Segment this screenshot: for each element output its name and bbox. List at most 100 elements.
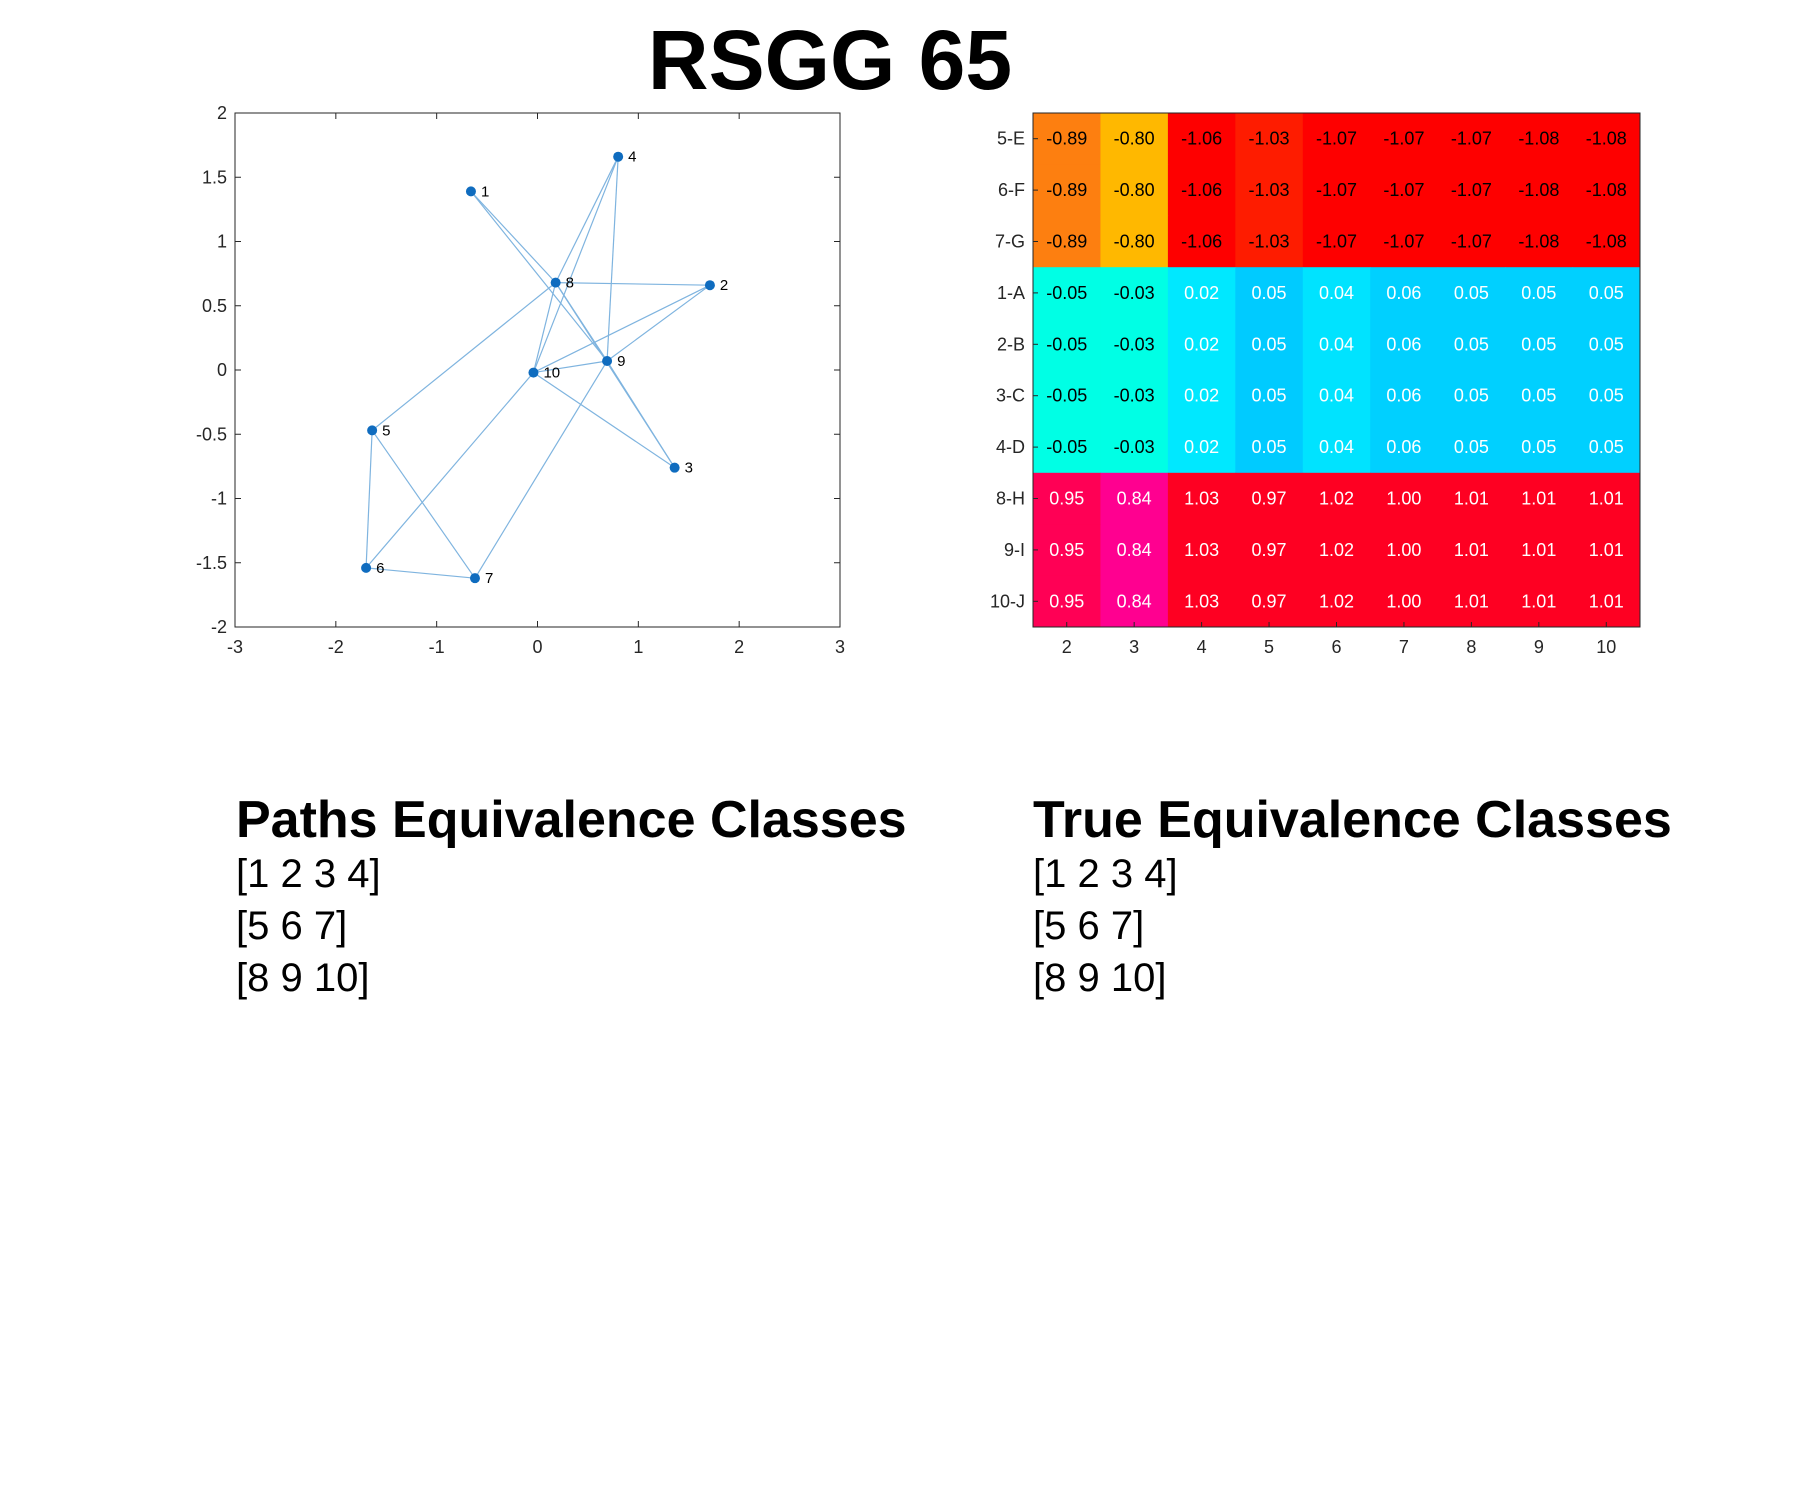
- heatmap-cell: [1437, 318, 1506, 371]
- y-tick-label: 1.5: [202, 167, 227, 187]
- heatmap-cell: [1167, 421, 1236, 474]
- heatmap-cell: [1302, 318, 1371, 371]
- heatmap-cell: [1437, 575, 1506, 628]
- heatmap-cell: [1033, 575, 1101, 628]
- cell-value: -1.03: [1249, 129, 1290, 149]
- cell-value: 1.01: [1521, 489, 1556, 509]
- heatmap-cell: [1235, 421, 1304, 474]
- list-item: [8 9 10]: [236, 956, 370, 1000]
- heatmap-cell: [1302, 164, 1371, 217]
- y-tick-label: 2: [217, 103, 227, 123]
- cell-value: -1.07: [1316, 129, 1357, 149]
- cell-value: 0.06: [1386, 334, 1421, 354]
- graph-node: [367, 425, 378, 436]
- cell-value: 0.95: [1049, 591, 1084, 611]
- cell-value: 1.00: [1386, 540, 1421, 560]
- x-tick-label: -3: [227, 637, 243, 657]
- cell-value: 1.01: [1589, 591, 1624, 611]
- heatmap-cell: [1235, 370, 1304, 422]
- list-item: [5 6 7]: [236, 904, 348, 948]
- heatmap-cell: [1033, 472, 1101, 525]
- heatmap-cell: [1505, 472, 1574, 525]
- true-classes-heading: True Equivalence Classes: [1033, 791, 1672, 849]
- graph-edge: [365, 430, 373, 568]
- cell-value: 1.03: [1184, 540, 1219, 560]
- heatmap-cell: [1572, 472, 1641, 525]
- cell-value: -1.08: [1518, 180, 1559, 200]
- heatmap-cell: [1572, 575, 1641, 628]
- cell-value: 0.97: [1252, 540, 1287, 560]
- x-tick-label: -2: [328, 637, 344, 657]
- cell-value: 0.05: [1454, 437, 1489, 457]
- heatmap-cell: [1235, 215, 1304, 268]
- x-tick-label: 4: [1197, 637, 1207, 657]
- heatmap-cell: [1033, 370, 1101, 422]
- graph-node: [602, 356, 613, 367]
- graph-edge: [606, 156, 619, 362]
- heatmap-cell: [1437, 370, 1506, 422]
- node-label: 7: [485, 570, 493, 587]
- cell-value: 0.05: [1252, 334, 1287, 354]
- node-label: 4: [628, 149, 636, 166]
- graph-node: [704, 280, 715, 291]
- y-tick-label: 4-D: [996, 437, 1025, 457]
- graph-edge: [533, 284, 711, 374]
- heatmap-cell: [1302, 267, 1371, 320]
- cell-value: -1.03: [1249, 180, 1290, 200]
- cell-value: 0.05: [1252, 283, 1287, 303]
- heatmap-cell: [1505, 524, 1574, 577]
- heatmap-cell: [1505, 267, 1574, 320]
- cell-value: -1.06: [1181, 232, 1222, 252]
- heatmap-cell: [1572, 524, 1641, 577]
- cell-value: -1.07: [1451, 232, 1492, 252]
- cell-value: 1.00: [1386, 591, 1421, 611]
- cell-value: 1.01: [1454, 591, 1489, 611]
- node-label: 9: [617, 353, 625, 370]
- heatmap-cell: [1370, 164, 1439, 217]
- cell-value: 0.97: [1252, 591, 1287, 611]
- cell-value: 0.04: [1319, 283, 1354, 303]
- x-tick-label: 3: [835, 637, 845, 657]
- heatmap-cell: [1100, 113, 1169, 165]
- x-tick-label: 2: [1062, 637, 1072, 657]
- paths-classes-heading: Paths Equivalence Classes: [236, 791, 907, 849]
- cell-value: 1.03: [1184, 591, 1219, 611]
- heatmap-cell: [1167, 215, 1236, 268]
- cell-value: 0.84: [1117, 591, 1152, 611]
- cell-value: 0.02: [1184, 386, 1219, 406]
- y-tick-label: 10-J: [990, 591, 1025, 611]
- cell-value: 0.04: [1319, 334, 1354, 354]
- heatmap-cell: [1302, 113, 1371, 165]
- graph-edge: [555, 156, 619, 283]
- heatmap-cell: [1370, 267, 1439, 320]
- true-classes-list: [1 2 3 4] [5 6 7] [8 9 10]: [1033, 848, 1672, 1004]
- heatmap-cell: [1572, 318, 1641, 371]
- node-label: 8: [566, 275, 574, 292]
- cell-value: -0.03: [1114, 334, 1155, 354]
- heatmap-cell: [1167, 318, 1236, 371]
- cell-value: -1.08: [1518, 129, 1559, 149]
- heatmap-cell: [1033, 421, 1101, 474]
- cell-value: -1.07: [1383, 180, 1424, 200]
- y-tick-label: 5-E: [997, 129, 1025, 149]
- graph-edge: [532, 156, 619, 373]
- cell-value: -0.89: [1046, 232, 1087, 252]
- graph-edge: [606, 284, 711, 362]
- heatmap-cell: [1167, 575, 1236, 628]
- cell-value: -0.80: [1114, 232, 1155, 252]
- heatmap-cell: [1167, 370, 1236, 422]
- cell-value: 0.95: [1049, 540, 1084, 560]
- cell-value: 0.05: [1454, 334, 1489, 354]
- list-item: [8 9 10]: [1033, 956, 1167, 1000]
- cell-value: 1.01: [1454, 540, 1489, 560]
- y-tick-label: 6-F: [998, 180, 1025, 200]
- x-tick-label: 6: [1331, 637, 1341, 657]
- y-tick-label: 1-A: [997, 283, 1025, 303]
- cell-value: 1.02: [1319, 591, 1354, 611]
- heatmap-cell: [1100, 370, 1169, 422]
- heatmap-cell: [1437, 472, 1506, 525]
- heatmap-cell: [1437, 215, 1506, 268]
- heatmap-cell: [1572, 267, 1641, 320]
- graph-node: [469, 573, 480, 584]
- y-tick-label: -1: [211, 489, 227, 509]
